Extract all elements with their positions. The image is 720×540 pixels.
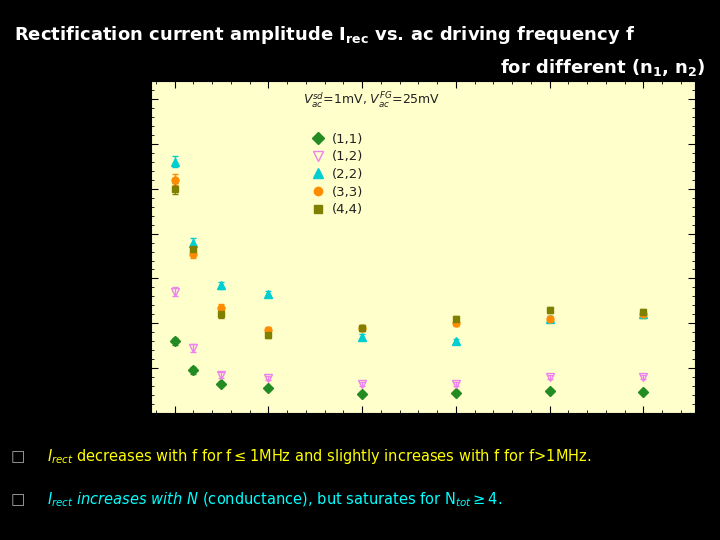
- Text: $I_{rec}$ (A): $I_{rec}$ (A): [31, 223, 48, 268]
- Legend: (1,1), (1,2), (2,2), (3,3), (4,4): (1,1), (1,2), (2,2), (3,3), (4,4): [305, 127, 369, 221]
- Text: $V_{ac}^{sd}$=1mV, $V_{ac}^{FG}$=25mV: $V_{ac}^{sd}$=1mV, $V_{ac}^{FG}$=25mV: [303, 91, 441, 110]
- X-axis label: f(Hz): f(Hz): [405, 435, 441, 450]
- Text: Rectification current amplitude $\mathbf{I_{rec}}$ vs. ac driving frequency f: Rectification current amplitude $\mathbf…: [14, 24, 636, 46]
- Text: □: □: [11, 449, 25, 464]
- Text: $I_{rect}$ decreases with f for f$\leq$1MHz and slightly increases with f for f>: $I_{rect}$ decreases with f for f$\leq$1…: [47, 447, 591, 466]
- Text: $\it{I}_{rect}$ $\it{increases\ with\ N}$ (conductance), but saturates for N$_{t: $\it{I}_{rect}$ $\it{increases\ with\ N}…: [47, 490, 502, 509]
- Text: □: □: [11, 492, 25, 507]
- Text: for different ($\mathbf{n_1}$, $\mathbf{n_2}$): for different ($\mathbf{n_1}$, $\mathbf{…: [500, 57, 706, 78]
